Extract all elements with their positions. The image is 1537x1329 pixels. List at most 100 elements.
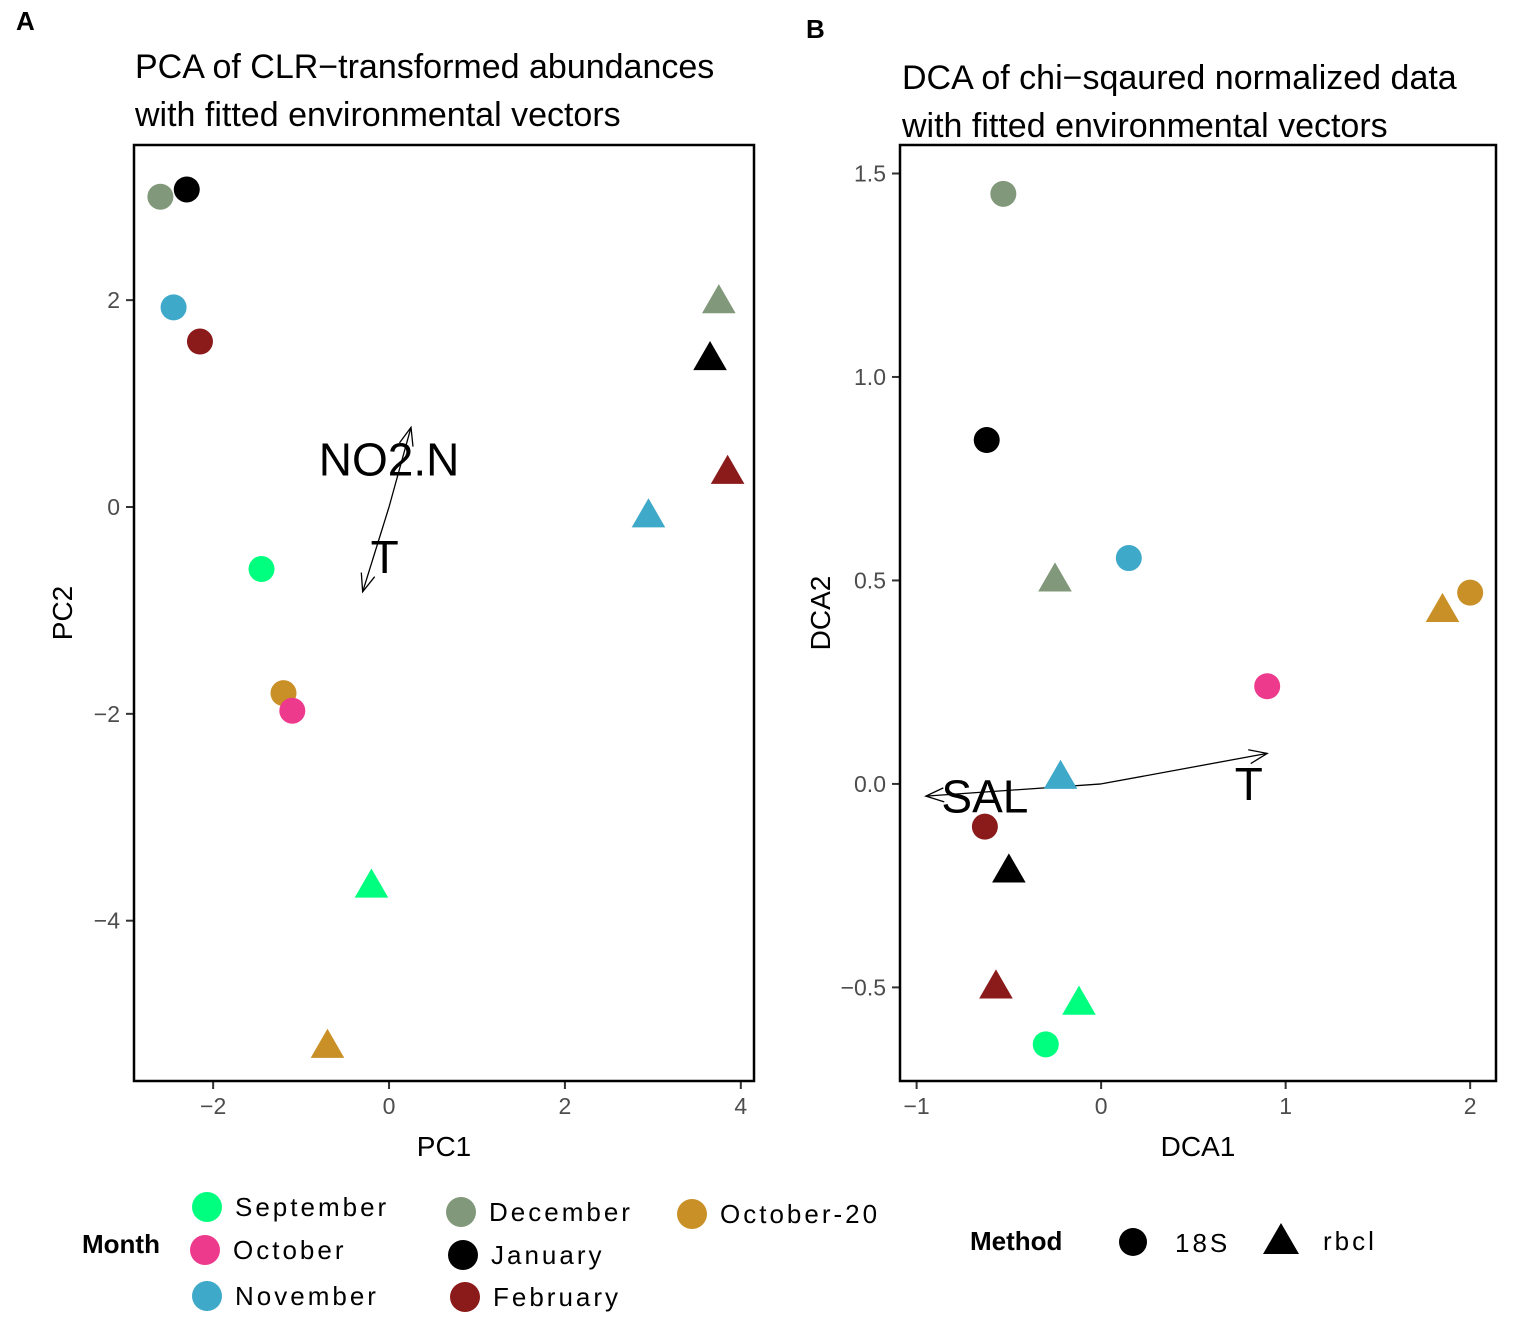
panel-b-point-february-rbcl (979, 969, 1013, 999)
panel-a-vectors: NO2.N T (319, 425, 460, 594)
legend-month-october-20-label: October-20 (720, 1199, 880, 1229)
legend-month-february: February (450, 1282, 621, 1312)
panel-a-vector-no2-n-label: NO2.N (319, 434, 460, 486)
panel-a-y-tick-label: 2 (107, 287, 120, 313)
panel-a-point-september-rbcl (354, 868, 389, 898)
panel-b-point-november-18s (1115, 545, 1142, 572)
panel-b-title-line-1: DCA of chi−sqaured normalized data (902, 59, 1457, 97)
panel-b-y-tick-label: 1.0 (854, 364, 886, 390)
panel-a-x-axis-label: PC1 (417, 1131, 471, 1162)
panel-a-points (147, 176, 745, 1058)
legend-month-september-label: September (235, 1192, 389, 1222)
panel-a-y-tick-label: −4 (94, 908, 120, 934)
panel-b-point-february-18s (971, 813, 998, 840)
legend-method-rbcl: rbcl (1263, 1223, 1377, 1256)
panel-a-title-line-2: with fitted environmental vectors (134, 96, 621, 134)
panel-a-x-tick-label: 0 (383, 1093, 396, 1119)
panel-a-point-january-rbcl (693, 341, 727, 371)
panel-a-point-february-rbcl (710, 454, 745, 484)
panel-a-point-september-18s (248, 556, 275, 583)
panel-b-point-october-18s (1254, 673, 1281, 700)
legend-month-november-label: November (235, 1281, 379, 1311)
panel-b-vectors: SAL T (924, 749, 1269, 822)
panel-b-points (971, 180, 1484, 1058)
panel-b-point-september-rbcl (1062, 985, 1096, 1015)
legend-method-rbcl-swatch (1263, 1223, 1299, 1254)
panel-b-y-axis-label: DCA2 (805, 576, 836, 651)
panel-a-ticks: −2 0 2 4 −4 −2 0 2 (94, 287, 748, 1119)
panel-a-point-january-18s (173, 176, 200, 203)
panel-b-point-december-18s (990, 180, 1017, 207)
panel-b-point-october-20-rbcl (1425, 592, 1460, 623)
panel-a-vector-t-arrow (360, 506, 390, 594)
panel-b-x-tick-label: −1 (903, 1093, 929, 1119)
legend-month-october-20-swatch (677, 1199, 707, 1229)
panel-b-y-tick-label: −0.5 (841, 974, 886, 1000)
legend-month-february-label: February (493, 1282, 621, 1312)
legend-month-items: September October November December January F… (190, 1192, 880, 1312)
legend-month-september-swatch (192, 1192, 222, 1222)
panel-a-tag: A (16, 6, 35, 36)
panel-b-title-line-2: with fitted environmental vectors (901, 107, 1388, 145)
legend-month-october-20: October-20 (677, 1199, 880, 1229)
panel-b-y-tick-label: 0.0 (854, 771, 886, 797)
legend-method-18s-label: 18S (1175, 1228, 1230, 1258)
panel-a-x-tick-label: −2 (200, 1093, 226, 1119)
panel-b-x-tick-label: 0 (1095, 1093, 1108, 1119)
panel-a-vector-no2-n-arrow (388, 425, 414, 508)
panel-b-point-october-20-18s (1457, 579, 1484, 606)
panel-a-vector-t-label: T (371, 531, 399, 583)
panel-b-point-september-18s (1032, 1031, 1059, 1058)
panel-b-plot-frame (898, 143, 1498, 1083)
legend-month-january-label: January (491, 1240, 605, 1270)
legend-month-december: December (446, 1197, 633, 1227)
panel-b-ticks: −1 0 1 2 −0.5 0.0 0.5 1.0 1.5 (841, 160, 1477, 1119)
legend-month-february-swatch (450, 1282, 480, 1312)
panel-b-x-tick-label: 2 (1464, 1093, 1477, 1119)
panel-a-point-february-18s (186, 328, 213, 355)
panel-b-vector-t-arrow (1101, 749, 1269, 785)
legend-month-january-swatch (448, 1240, 478, 1270)
panel-a-x-tick-label: 4 (734, 1093, 747, 1119)
panel-b-point-january-18s (973, 427, 1000, 454)
legend-month-september: September (192, 1192, 389, 1222)
legend-month-october: October (190, 1235, 347, 1265)
panel-b-x-axis-label: DCA1 (1161, 1131, 1236, 1162)
panel-a: A PCA of CLR−transformed abundances with… (16, 6, 756, 1162)
panel-a-plot-frame (132, 143, 756, 1083)
panel-b-y-tick-label: 1.5 (854, 160, 886, 186)
legend-month-january: January (448, 1240, 605, 1270)
legend-method-18s: 18S (1119, 1228, 1230, 1258)
panel-a-y-axis-label: PC2 (47, 586, 78, 640)
panel-a-point-october-18s (279, 697, 306, 724)
panel-a-point-november-18s (160, 294, 187, 321)
panel-a-x-tick-label: 2 (559, 1093, 572, 1119)
legend-month-october-label: October (233, 1235, 347, 1265)
legend-method-18s-swatch (1119, 1228, 1147, 1256)
panel-a-y-tick-label: −2 (94, 701, 120, 727)
panel-b-vector-t-label: T (1235, 758, 1263, 810)
legend-month-december-swatch (446, 1197, 476, 1227)
panel-a-title-line-1: PCA of CLR−transformed abundances (135, 48, 714, 86)
panel-b-point-november-rbcl (1043, 759, 1078, 789)
legend-month-october-swatch (190, 1235, 220, 1265)
legend-month-title: Month (82, 1229, 160, 1259)
panel-b-y-tick-label: 0.5 (854, 567, 886, 593)
panel-b: B DCA of chi−sqaured normalized data wit… (805, 14, 1498, 1162)
legend-month-december-label: December (489, 1197, 633, 1227)
panel-b-tag: B (806, 14, 825, 44)
panel-b-x-tick-label: 1 (1279, 1093, 1292, 1119)
legend-method-rbcl-label: rbcl (1323, 1226, 1377, 1256)
legend-method-items: 18S rbcl (1119, 1223, 1377, 1258)
legend: Month September October November December Ja… (82, 1192, 1377, 1312)
panel-a-point-december-18s (147, 183, 174, 210)
panel-a-point-november-rbcl (631, 498, 666, 528)
panel-a-point-december-rbcl (702, 284, 736, 314)
legend-method-title: Method (970, 1226, 1062, 1256)
panel-a-y-tick-label: 0 (107, 494, 120, 520)
panel-b-point-january-rbcl (992, 853, 1026, 883)
panel-a-point-october-20-rbcl (310, 1028, 345, 1058)
legend-month-november-swatch (192, 1281, 222, 1311)
legend-month-november: November (192, 1281, 379, 1311)
